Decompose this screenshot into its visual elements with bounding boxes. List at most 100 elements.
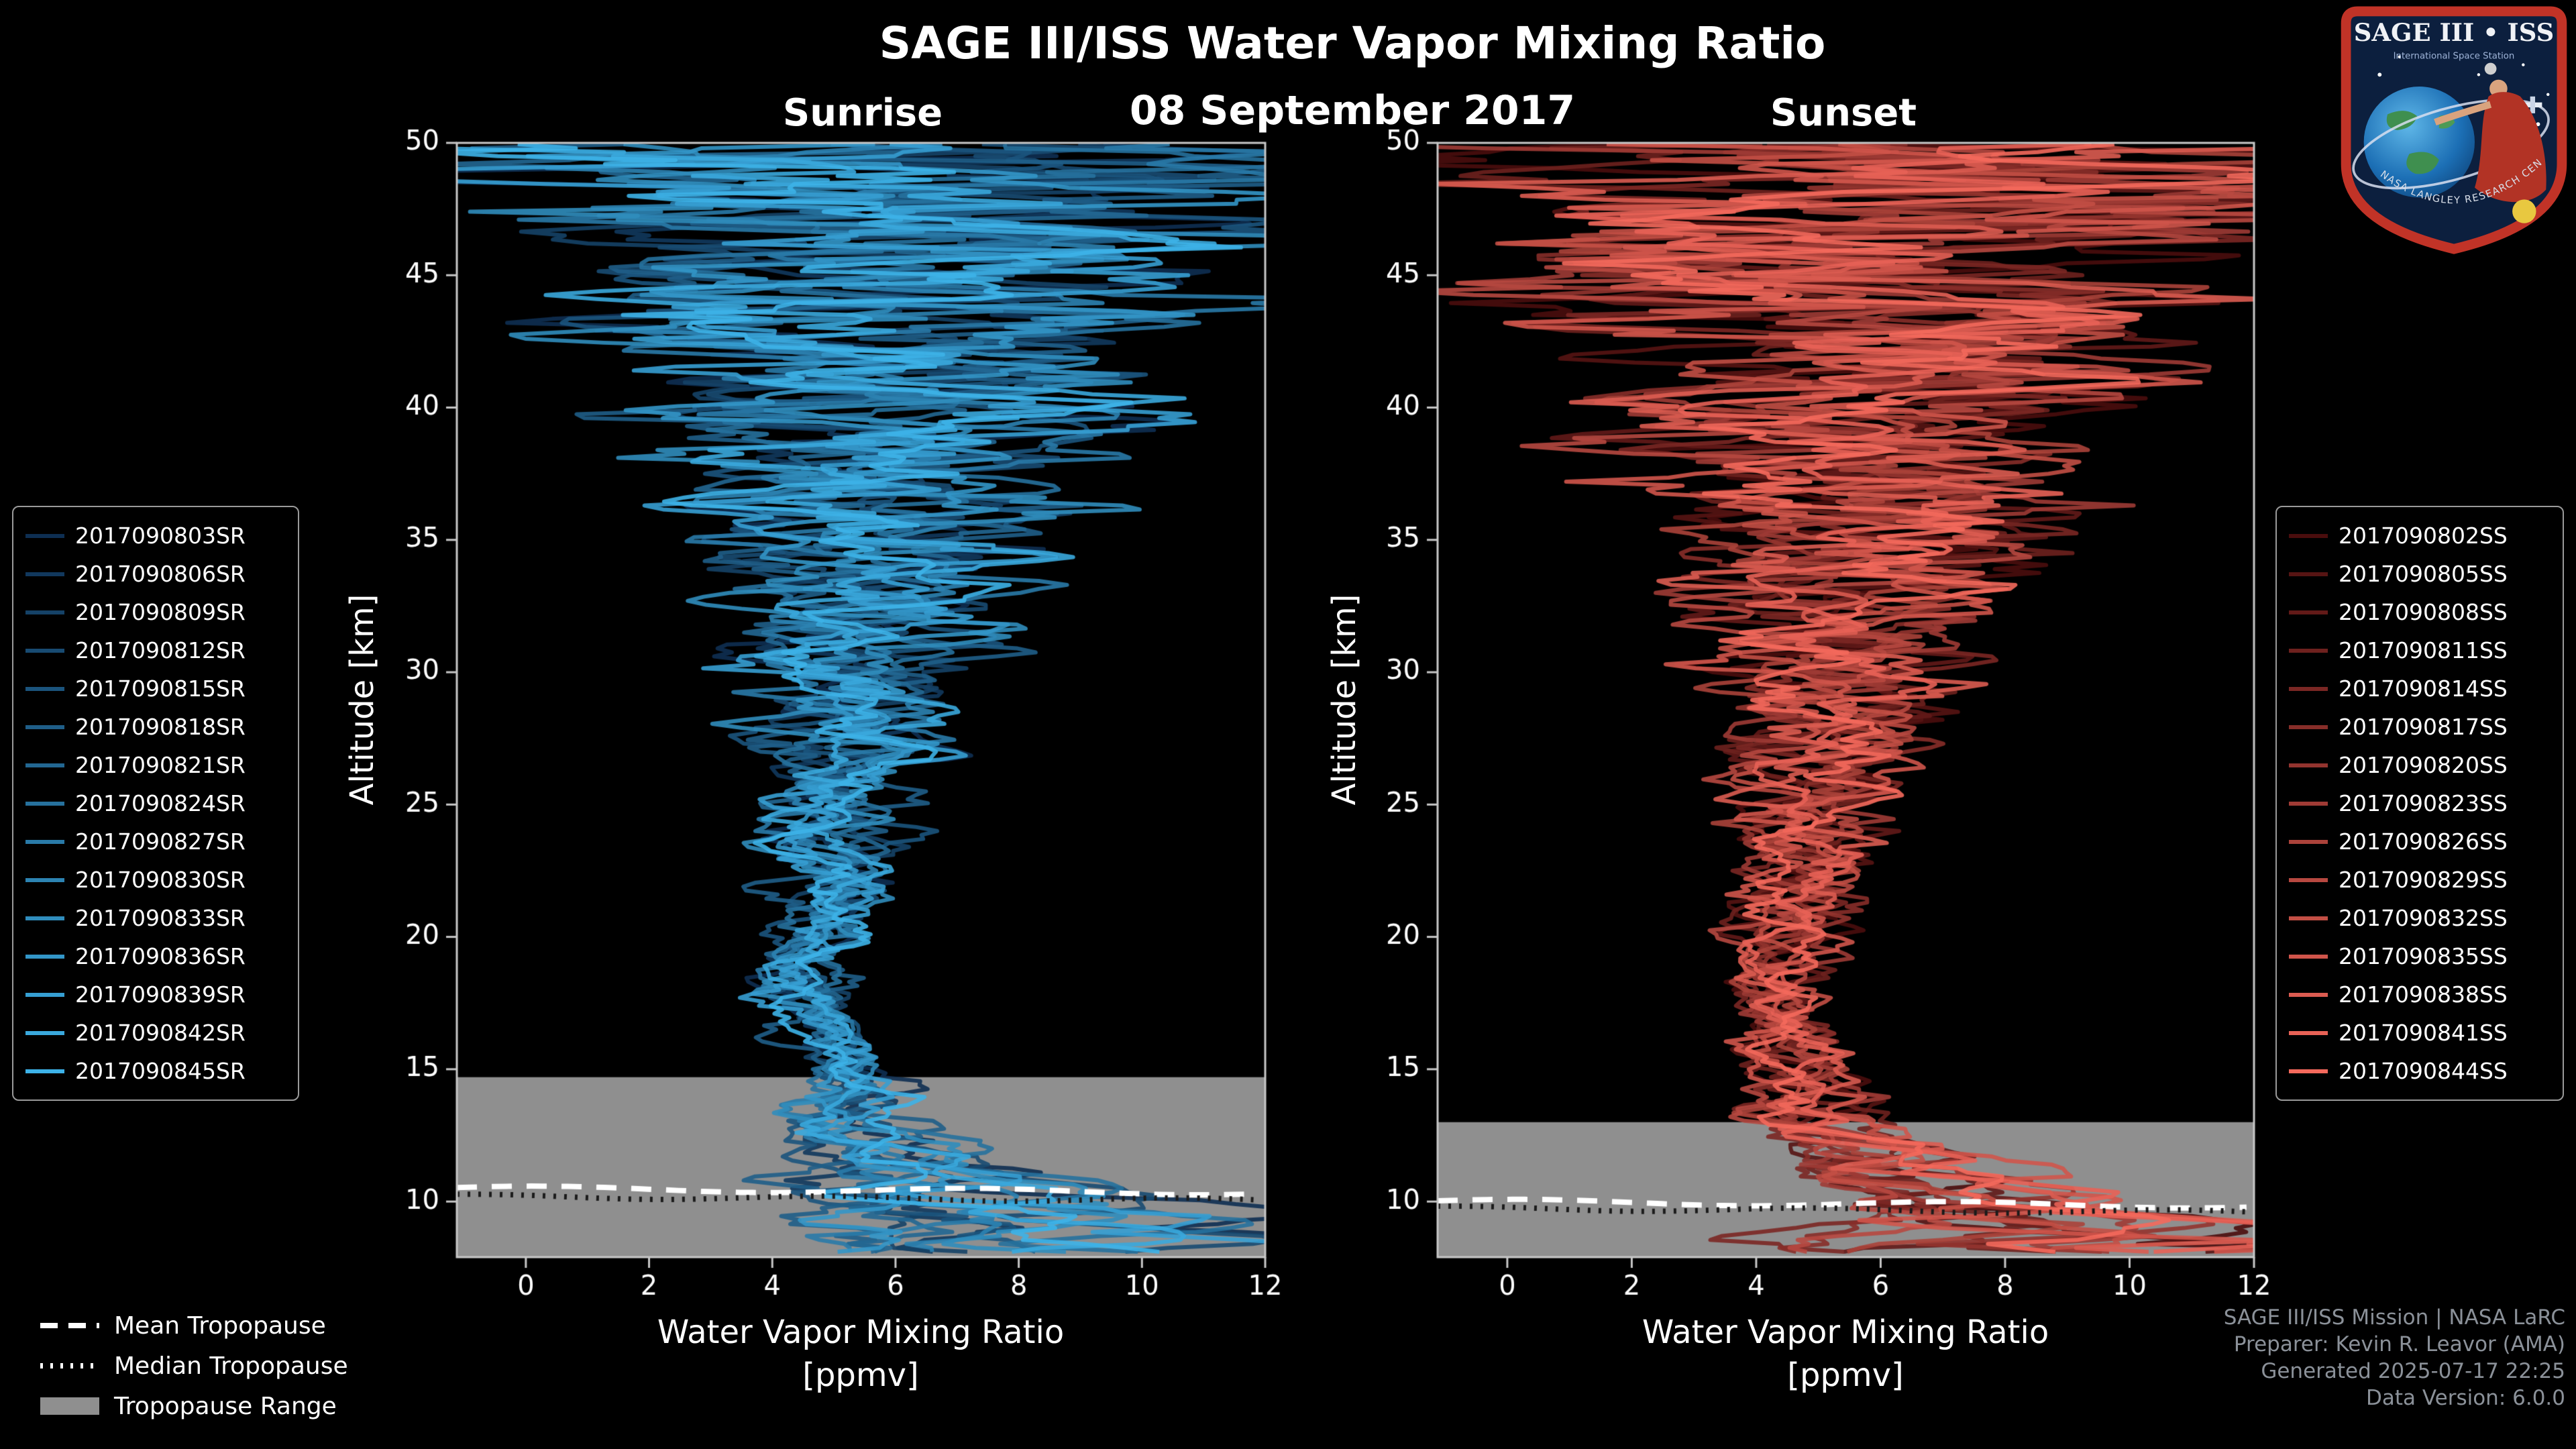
logo-subtitle: International Space Station xyxy=(2394,52,2515,62)
series-label: 2017090817SS xyxy=(2339,714,2508,740)
attribution-footer: SAGE III/ISS Mission | NASA LaRC Prepare… xyxy=(2224,1304,2565,1411)
series-color-swatch xyxy=(2289,648,2328,653)
series-label: 2017090821SR xyxy=(75,752,246,778)
legend-item: 2017090811SS xyxy=(2289,631,2551,669)
series-color-swatch xyxy=(2289,610,2328,614)
mean-tropopause-legend-row: Mean Tropopause xyxy=(40,1305,348,1346)
legend-item: 2017090815SR xyxy=(25,669,286,708)
median-tropopause-label: Median Tropopause xyxy=(114,1352,348,1380)
series-color-swatch xyxy=(25,1030,64,1035)
legend-item: 2017090802SS xyxy=(2289,517,2551,555)
legend-item: 2017090824SR xyxy=(25,784,286,822)
tropopause-legend: Mean Tropopause Median Tropopause Tropop… xyxy=(40,1305,348,1426)
legend-item: 2017090809SR xyxy=(25,593,286,631)
series-label: 2017090805SS xyxy=(2339,561,2508,587)
legend-item: 2017090805SS xyxy=(2289,555,2551,593)
legend-item: 2017090830SR xyxy=(25,861,286,899)
series-label: 2017090802SS xyxy=(2339,523,2508,549)
tropopause-range-label: Tropopause Range xyxy=(114,1392,337,1420)
sunrise-legend-list: 2017090803SR 2017090806SR 2017090809SR 2017… xyxy=(25,517,286,1090)
legend-item: 2017090829SS xyxy=(2289,861,2551,899)
legend-item: 2017090814SS xyxy=(2289,669,2551,708)
series-color-swatch xyxy=(25,801,64,806)
series-color-swatch xyxy=(2289,1030,2328,1035)
series-color-swatch xyxy=(2289,916,2328,920)
legend-item: 2017090803SR xyxy=(25,517,286,555)
series-color-swatch xyxy=(2289,724,2328,729)
series-color-swatch xyxy=(2289,954,2328,959)
series-label: 2017090823SS xyxy=(2339,790,2508,816)
series-color-swatch xyxy=(25,610,64,614)
legend-item: 2017090832SS xyxy=(2289,899,2551,937)
legend-item: 2017090821SR xyxy=(25,746,286,784)
series-color-swatch xyxy=(25,686,64,691)
series-label: 2017090839SR xyxy=(75,981,246,1008)
series-color-swatch xyxy=(25,877,64,882)
series-color-swatch xyxy=(25,648,64,653)
series-color-swatch xyxy=(25,992,64,997)
series-label: 2017090845SR xyxy=(75,1058,246,1084)
series-color-swatch xyxy=(25,954,64,959)
series-label: 2017090820SS xyxy=(2339,752,2508,778)
legend-item: 2017090835SS xyxy=(2289,937,2551,975)
median-tropopause-dot-icon xyxy=(40,1363,99,1368)
series-label: 2017090835SS xyxy=(2339,943,2508,969)
series-label: 2017090833SR xyxy=(75,905,246,931)
series-label: 2017090827SR xyxy=(75,828,246,855)
orbit-path xyxy=(2352,99,2550,190)
series-label: 2017090809SR xyxy=(75,599,246,625)
figure-robe xyxy=(2475,92,2546,203)
series-label: 2017090806SR xyxy=(75,561,246,587)
series-color-swatch xyxy=(25,572,64,576)
series-color-swatch xyxy=(2289,1069,2328,1073)
legend-item: 2017090817SS xyxy=(2289,708,2551,746)
legend-item: 2017090842SR xyxy=(25,1014,286,1052)
legend-item: 2017090836SR xyxy=(25,937,286,975)
mission-credit: SAGE III/ISS Mission | NASA LaRC xyxy=(2223,1305,2565,1330)
y-axis-label-sunset: Altitude [km] xyxy=(1326,594,1363,806)
x-axis-units-sunrise: [ppmv] xyxy=(802,1356,919,1394)
series-color-swatch xyxy=(25,763,64,767)
logo-title: SAGE III • ISS xyxy=(2354,17,2555,47)
data-version: Data Version: 6.0.0 xyxy=(2365,1386,2565,1410)
series-label: 2017090808SS xyxy=(2339,599,2508,625)
series-label: 2017090838SS xyxy=(2339,981,2508,1008)
mean-tropopause-label: Mean Tropopause xyxy=(114,1311,326,1340)
x-axis-units-sunset: [ppmv] xyxy=(1787,1356,1904,1394)
legend-item: 2017090838SS xyxy=(2289,975,2551,1014)
mean-tropopause-dash-icon xyxy=(40,1323,99,1328)
y-axis-label-sunrise: Altitude [km] xyxy=(343,594,381,806)
legend-item: 2017090827SR xyxy=(25,822,286,861)
sunset-legend: 2017090802SS 2017090805SS 2017090808SS 2017… xyxy=(2275,506,2564,1101)
series-label: 2017090803SR xyxy=(75,523,246,549)
figure-arm xyxy=(2434,101,2492,126)
date-label: 08 September 2017 xyxy=(1129,87,1576,134)
sunset-subtitle: Sunset xyxy=(1770,91,1917,135)
series-label: 2017090844SS xyxy=(2339,1058,2508,1084)
series-label: 2017090829SS xyxy=(2339,867,2508,893)
sage-iii-iss-logo: SAGE III • ISS International Space Stati… xyxy=(2340,5,2567,254)
legend-item: 2017090823SS xyxy=(2289,784,2551,822)
series-label: 2017090824SR xyxy=(75,790,246,816)
series-label: 2017090842SR xyxy=(75,1020,246,1046)
page-title: SAGE III/ISS Water Vapor Mixing Ratio xyxy=(879,17,1826,69)
series-color-swatch xyxy=(2289,877,2328,882)
earth-icon xyxy=(2363,87,2475,198)
tropopause-range-swatch-icon xyxy=(40,1397,99,1415)
x-axis-label-sunset: Water Vapor Mixing Ratio xyxy=(1642,1313,2049,1351)
series-color-swatch xyxy=(25,1069,64,1073)
series-label: 2017090811SS xyxy=(2339,637,2508,663)
sunset-legend-list: 2017090802SS 2017090805SS 2017090808SS 2017… xyxy=(2289,517,2551,1090)
series-color-swatch xyxy=(2289,533,2328,538)
preparer-credit: Preparer: Kevin R. Leavor (AMA) xyxy=(2233,1332,2565,1356)
legend-item: 2017090839SR xyxy=(25,975,286,1014)
sun-icon xyxy=(2512,199,2536,223)
series-label: 2017090815SR xyxy=(75,676,246,702)
series-label: 2017090832SS xyxy=(2339,905,2508,931)
series-color-swatch xyxy=(2289,763,2328,767)
iss-icon xyxy=(2524,96,2542,113)
legend-item: 2017090820SS xyxy=(2289,746,2551,784)
sunrise-legend: 2017090803SR 2017090806SR 2017090809SR 2017… xyxy=(12,506,299,1101)
